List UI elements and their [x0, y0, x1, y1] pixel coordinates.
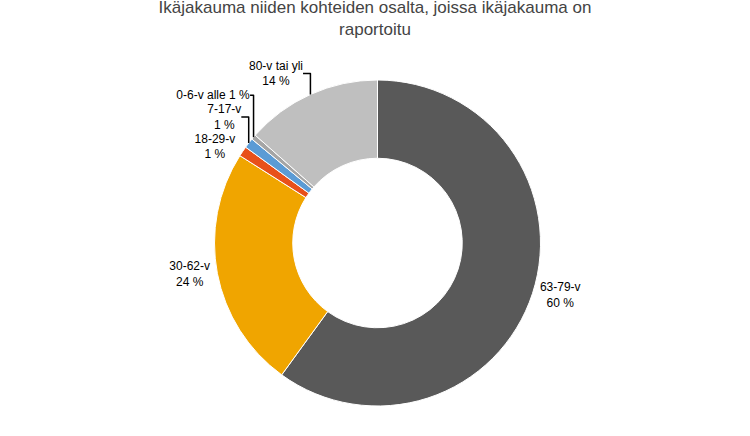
svg-text:80-v tai yli14 %: 80-v tai yli14 %: [249, 59, 303, 89]
svg-text:30-62-v24 %: 30-62-v24 %: [169, 259, 210, 289]
svg-text:7-17-v1 %: 7-17-v1 %: [207, 102, 241, 132]
svg-text:18-29-v1 %: 18-29-v1 %: [195, 132, 236, 162]
svg-text:0-6-v alle 1 %: 0-6-v alle 1 %: [176, 88, 250, 102]
svg-text:63-79-v60 %: 63-79-v60 %: [540, 280, 581, 310]
svg-text:Ikäjakauma niiden kohteiden os: Ikäjakauma niiden kohteiden osalta, jois…: [159, 0, 592, 39]
